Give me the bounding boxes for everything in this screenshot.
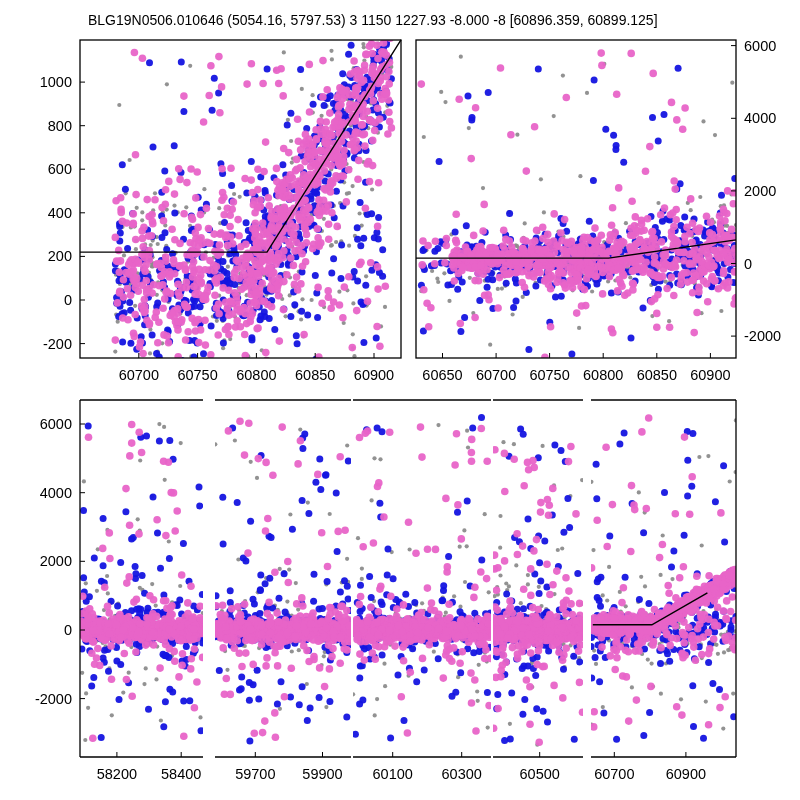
svg-text:60700: 60700 <box>476 367 516 383</box>
svg-text:60850: 60850 <box>637 367 677 383</box>
svg-text:6000: 6000 <box>40 416 72 432</box>
svg-text:4000: 4000 <box>744 110 776 126</box>
svg-text:-200: -200 <box>43 336 72 352</box>
svg-text:60100: 60100 <box>373 766 413 782</box>
svg-text:60800: 60800 <box>236 367 276 383</box>
svg-text:60900: 60900 <box>690 367 730 383</box>
svg-text:60900: 60900 <box>666 766 706 782</box>
svg-text:400: 400 <box>48 205 72 221</box>
svg-text:800: 800 <box>48 118 72 134</box>
svg-text:58400: 58400 <box>161 766 201 782</box>
svg-text:60850: 60850 <box>295 367 335 383</box>
svg-text:0: 0 <box>64 622 72 638</box>
svg-text:60300: 60300 <box>442 766 482 782</box>
svg-text:60650: 60650 <box>422 367 462 383</box>
svg-text:60800: 60800 <box>583 367 623 383</box>
svg-text:600: 600 <box>48 161 72 177</box>
svg-text:59900: 59900 <box>302 766 342 782</box>
svg-text:2000: 2000 <box>744 183 776 199</box>
svg-text:0: 0 <box>744 256 752 272</box>
svg-text:60700: 60700 <box>594 766 634 782</box>
svg-text:6000: 6000 <box>744 38 776 54</box>
svg-text:4000: 4000 <box>40 485 72 501</box>
svg-text:2000: 2000 <box>40 553 72 569</box>
svg-text:60750: 60750 <box>177 367 217 383</box>
svg-text:59700: 59700 <box>235 766 275 782</box>
svg-text:-2000: -2000 <box>744 328 781 344</box>
svg-text:-2000: -2000 <box>35 691 72 707</box>
svg-text:60700: 60700 <box>119 367 159 383</box>
svg-text:0: 0 <box>64 292 72 308</box>
svg-text:200: 200 <box>48 248 72 264</box>
svg-text:60750: 60750 <box>529 367 569 383</box>
svg-text:58200: 58200 <box>97 766 137 782</box>
svg-text:60500: 60500 <box>520 766 560 782</box>
svg-text:60900: 60900 <box>354 367 394 383</box>
svg-text:BLG19N0506.010646 (5054.16, 57: BLG19N0506.010646 (5054.16, 5797.53) 3 1… <box>88 12 658 28</box>
svg-text:1000: 1000 <box>40 74 72 90</box>
